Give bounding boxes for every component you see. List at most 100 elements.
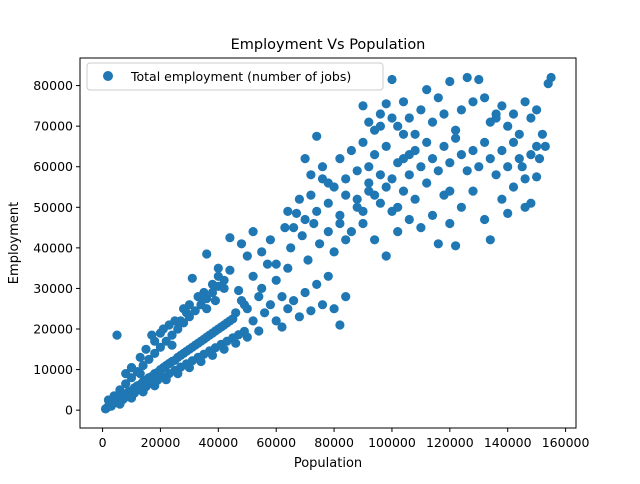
x-axis: 0 20000 40000 60000 80000 100000 120000 140000 1…: [99, 428, 590, 450]
legend-box: [86, 62, 384, 91]
data-point: [294, 312, 304, 322]
data-point: [398, 129, 409, 139]
data-point: [167, 340, 177, 350]
data-point: [508, 137, 519, 147]
data-point: [404, 113, 414, 123]
data-point: [445, 186, 455, 196]
data-point: [300, 154, 310, 164]
y-tick-label: 30000: [33, 281, 73, 296]
data-point: [468, 97, 478, 107]
data-point: [283, 263, 293, 273]
data-point: [491, 170, 501, 180]
data-point: [341, 190, 351, 200]
data-point: [323, 227, 333, 237]
data-point: [451, 241, 461, 251]
data-point: [283, 206, 293, 216]
data-point: [445, 158, 455, 168]
data-point: [358, 101, 368, 111]
data-point: [398, 154, 409, 164]
x-tick-label: 120000: [426, 435, 474, 450]
data-point: [485, 154, 495, 164]
data-point: [375, 198, 385, 208]
data-point: [335, 210, 345, 220]
y-axis: 0 10000 20000 30000 40000 50000 60000 70000 8000…: [33, 78, 80, 418]
data-point: [456, 105, 466, 115]
data-point: [300, 287, 310, 298]
data-point: [309, 218, 319, 229]
data-point: [387, 113, 397, 123]
data-point: [231, 308, 241, 318]
data-point: [364, 117, 374, 127]
data-point: [497, 194, 507, 204]
data-point: [271, 316, 281, 326]
data-point: [387, 174, 397, 184]
data-point: [451, 125, 461, 135]
data-point: [312, 279, 322, 289]
data-point: [257, 247, 267, 257]
data-point: [121, 379, 131, 389]
x-tick-label: 80000: [314, 435, 354, 450]
data-point: [141, 344, 151, 354]
data-point: [126, 393, 137, 403]
data-point: [184, 300, 194, 310]
data-point: [468, 186, 478, 196]
data-point: [289, 223, 299, 233]
data-point: [480, 214, 490, 225]
data-point: [491, 113, 501, 123]
data-point: [393, 202, 403, 212]
data-point: [439, 109, 449, 119]
data-point: [300, 214, 310, 225]
data-point: [181, 308, 192, 318]
data-point: [138, 387, 148, 397]
data-point: [262, 259, 273, 269]
legend-label: Total employment (number of jobs): [130, 69, 351, 84]
x-tick-label: 140000: [484, 435, 532, 450]
data-point: [370, 150, 380, 160]
data-point: [526, 113, 536, 123]
data-point: [306, 190, 316, 200]
data-point: [346, 227, 356, 237]
data-point: [231, 338, 241, 348]
data-point: [480, 137, 490, 147]
data-point: [341, 235, 351, 245]
data-point: [433, 93, 443, 103]
x-tick-label: 40000: [198, 435, 238, 450]
data-point: [358, 218, 368, 229]
data-point: [517, 162, 527, 172]
data-point: [540, 141, 550, 151]
y-tick-label: 80000: [33, 78, 73, 93]
data-point: [225, 265, 235, 275]
data-point: [433, 239, 443, 249]
data-point: [242, 332, 252, 342]
data-point: [346, 145, 356, 156]
data-point: [375, 109, 385, 119]
x-tick-label: 160000: [542, 435, 590, 450]
data-point: [207, 350, 218, 360]
data-point: [150, 381, 160, 391]
data-point: [271, 275, 281, 285]
data-point: [393, 227, 403, 237]
data-point: [254, 326, 264, 336]
data-point: [381, 251, 391, 261]
y-tick-label: 60000: [33, 159, 73, 174]
data-point: [173, 324, 183, 334]
data-point: [422, 137, 432, 147]
data-point: [387, 74, 397, 85]
data-point: [532, 141, 542, 151]
data-point: [144, 354, 154, 364]
data-point: [335, 320, 345, 330]
data-point: [236, 239, 247, 249]
data-point: [260, 308, 270, 318]
data-point: [526, 150, 536, 160]
data-point: [422, 178, 432, 188]
data-point: [265, 300, 275, 310]
data-point: [121, 369, 131, 379]
data-point: [370, 235, 380, 245]
data-point: [427, 117, 438, 127]
data-point: [323, 198, 333, 208]
data-point: [462, 166, 472, 176]
data-point: [503, 121, 513, 131]
data-point: [115, 399, 125, 409]
data-point: [410, 129, 420, 139]
data-point: [315, 239, 325, 249]
